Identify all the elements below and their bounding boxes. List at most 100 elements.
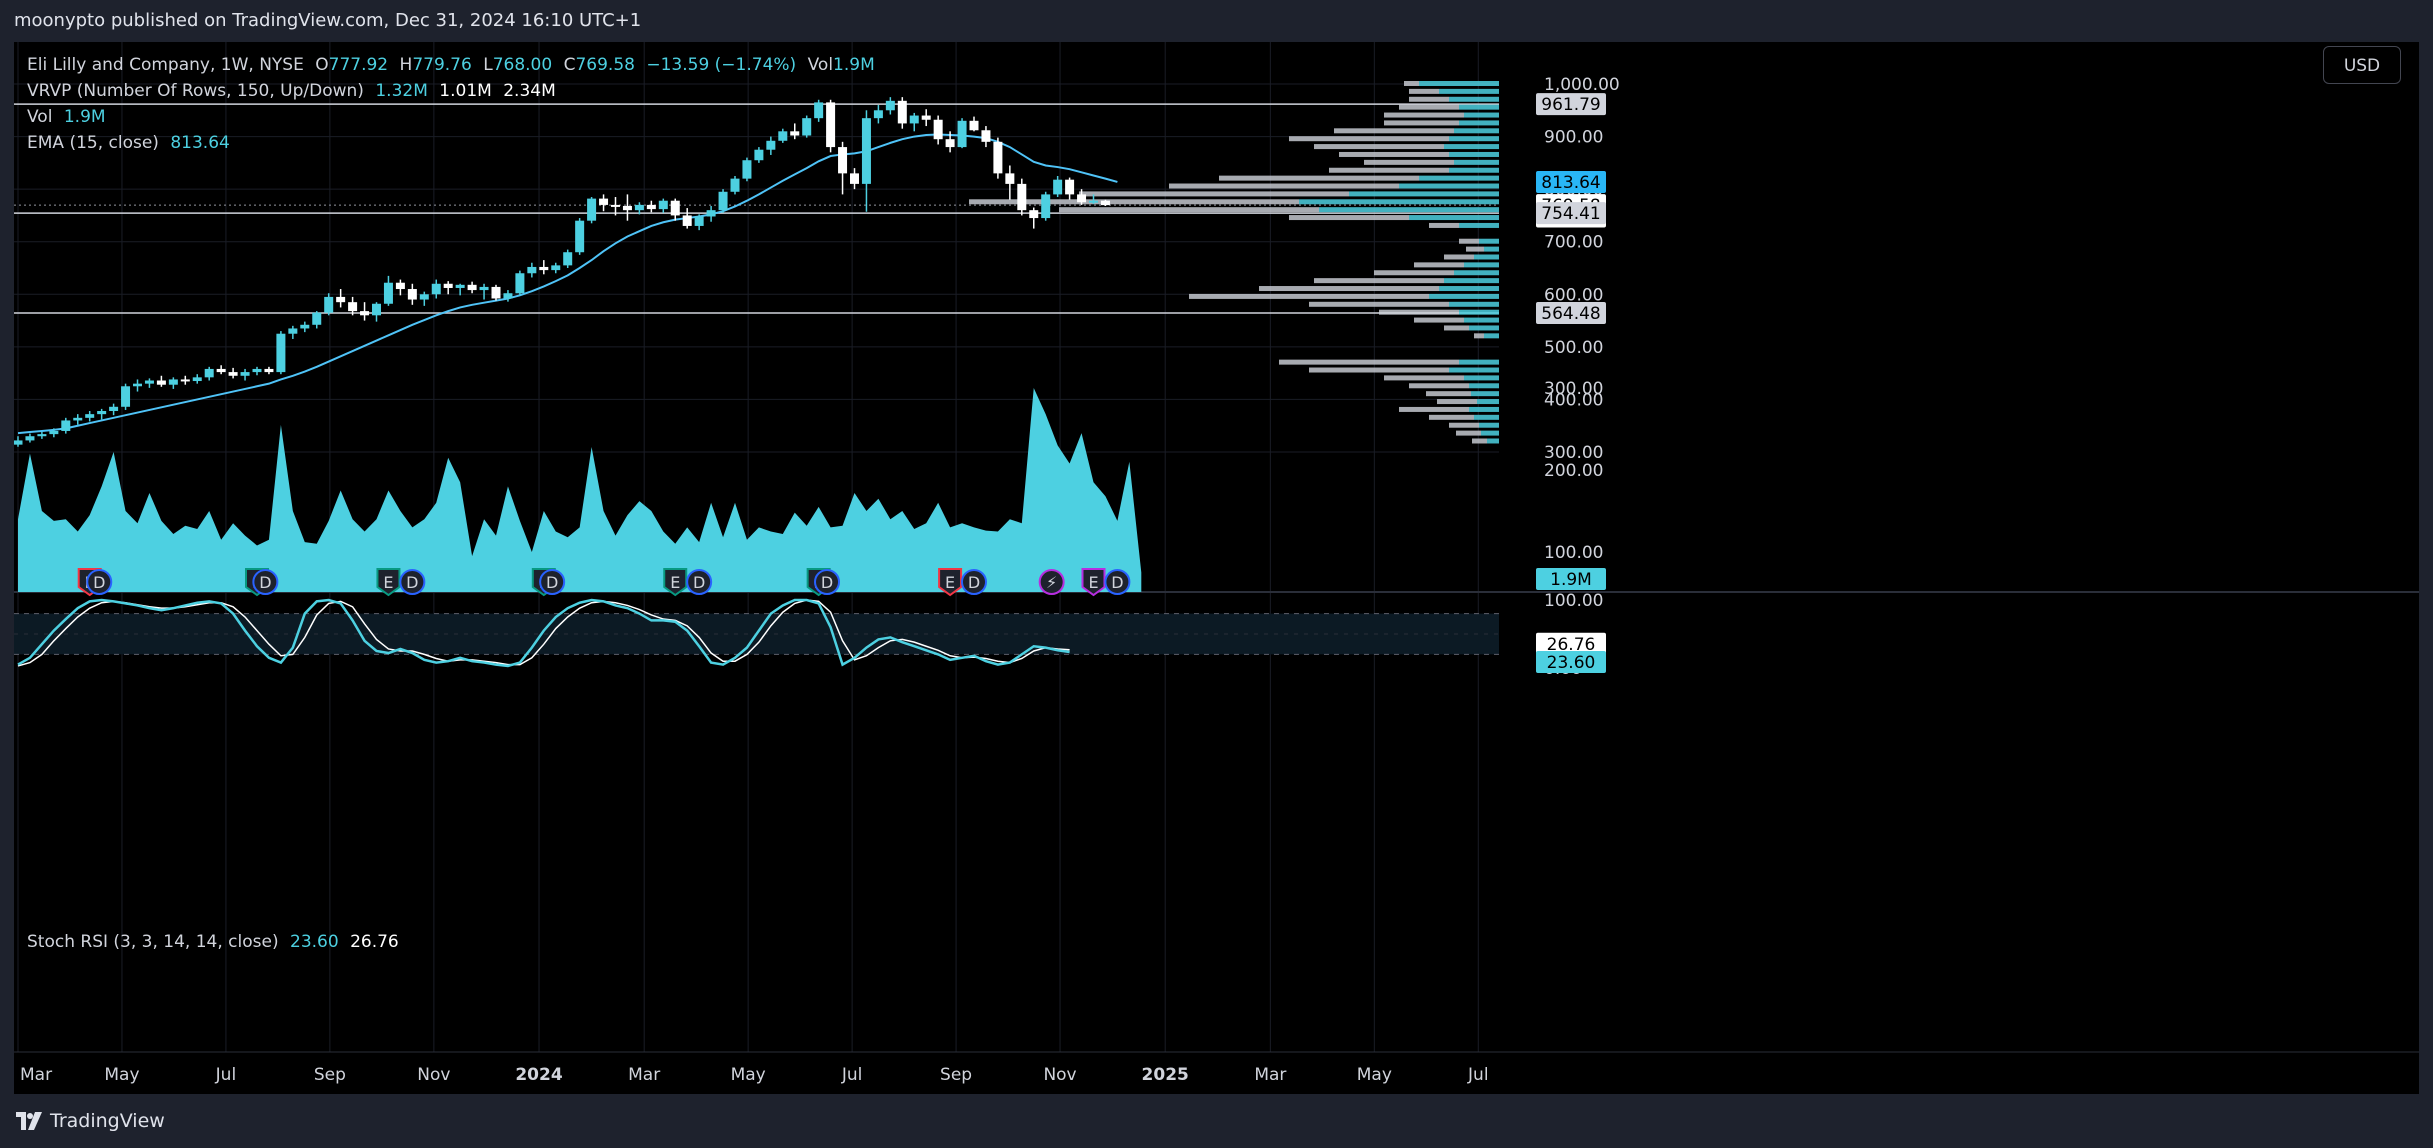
dividend-marker-icon[interactable]: D — [252, 569, 279, 595]
candle-body — [49, 430, 59, 435]
dividend-marker-icon[interactable]: D — [814, 569, 841, 595]
vol-label[interactable]: Vol — [27, 107, 53, 127]
volume-profile-up-bar — [1449, 136, 1499, 142]
volume-profile-up-bar — [1449, 96, 1499, 102]
stoch-tag-label: 23.60 — [1547, 653, 1596, 673]
volume-profile-up-bar — [1459, 309, 1499, 315]
candle-body — [1089, 200, 1098, 203]
dividend-marker-icon[interactable]: D — [539, 569, 566, 595]
stoch-k-tag: 23.60 — [1536, 650, 1606, 673]
volume-profile-up-bar — [1474, 254, 1499, 260]
marker-label: E — [670, 573, 680, 592]
currency-button[interactable]: USD — [2323, 46, 2401, 84]
symbol-name[interactable]: Eli Lilly and Company, 1W, NYSE — [27, 55, 304, 75]
candle-body — [921, 115, 931, 120]
candle-body — [563, 252, 573, 266]
stoch-rsi-label[interactable]: Stoch RSI (3, 3, 14, 14, close) — [27, 932, 279, 952]
volume-profile — [969, 81, 1499, 444]
stoch-k-value: 23.60 — [290, 932, 339, 952]
volume-profile-up-bar — [1454, 159, 1499, 165]
candle-body — [240, 372, 250, 376]
candle-body — [324, 296, 334, 313]
dividend-marker-icon[interactable]: D — [686, 569, 713, 595]
volume-profile-down-bar — [1329, 167, 1449, 173]
volume-profile-down-bar — [1279, 359, 1459, 365]
tradingview-logo[interactable]: TradingView — [16, 1110, 165, 1132]
volume-profile-down-bar — [1426, 391, 1471, 397]
candle-body — [802, 118, 812, 136]
volume-profile-up-bar — [1479, 422, 1499, 428]
candle-body — [168, 379, 178, 385]
volume-area — [18, 388, 1142, 592]
marker-label: D — [968, 573, 980, 592]
volume-profile-up-bar — [1474, 414, 1499, 420]
candle-body — [527, 266, 537, 274]
price-tag: 564.48 — [1536, 301, 1606, 324]
time-axis-tick-label: Mar — [1254, 1065, 1286, 1085]
earnings-marker-icon[interactable]: E — [376, 568, 401, 597]
symbol-legend-row[interactable]: Eli Lilly and Company, 1W, NYSE O777.92 … — [27, 52, 881, 78]
candle-body — [1065, 179, 1075, 195]
candle-body — [826, 102, 836, 148]
candle-body — [575, 220, 585, 253]
volume-axis-tick-label: 200.00 — [1544, 461, 1603, 481]
price-axis[interactable]: 300.00400.00500.00600.00700.00800.00900.… — [1544, 75, 1620, 679]
chart-area[interactable]: EDEDEDEDEDEDED⚡ED300.00400.00500.00600.0… — [14, 42, 2419, 1094]
volume-profile-down-bar — [1466, 246, 1484, 252]
vrvp-label[interactable]: VRVP (Number Of Rows, 150, Up/Down) — [27, 81, 364, 101]
ema-label[interactable]: EMA (15, close) — [27, 133, 159, 153]
time-axis-tick-label: 2025 — [1142, 1065, 1189, 1085]
volume-profile-down-bar — [1259, 286, 1439, 292]
candle-body — [431, 283, 441, 295]
vrvp-legend-row[interactable]: VRVP (Number Of Rows, 150, Up/Down) 1.32… — [27, 78, 881, 104]
candle-body — [312, 312, 322, 325]
candle-body — [515, 273, 525, 294]
time-axis-tick-label: Sep — [940, 1065, 972, 1085]
dividend-marker-icon[interactable]: D — [961, 569, 987, 595]
volume-profile-up-bar — [1459, 359, 1499, 365]
stoch-d-tag: 26.76 — [1536, 632, 1606, 655]
candle-body — [730, 178, 740, 192]
volume-profile-down-bar — [1414, 262, 1464, 268]
footer: TradingView — [0, 1094, 2433, 1148]
price-axis-tick-label: 1,000.00 — [1544, 75, 1620, 95]
volume-profile-up-bar — [1459, 222, 1499, 228]
candle-body — [1077, 194, 1087, 203]
candle-body — [933, 119, 943, 140]
time-axis-tick-label: Mar — [20, 1065, 52, 1085]
chart-canvas[interactable]: EDEDEDEDEDEDED⚡ED300.00400.00500.00600.0… — [14, 42, 2419, 1094]
earnings-marker-shape — [938, 568, 963, 597]
candle-body — [372, 303, 381, 316]
marker-label: D — [259, 573, 271, 592]
stoch-d-line — [17, 599, 1070, 667]
candle-body — [156, 380, 166, 385]
volume-profile-up-bar — [1439, 286, 1499, 292]
marker-label: D — [406, 573, 418, 592]
earnings-marker-icon[interactable]: E — [1081, 568, 1106, 597]
marker-circle — [686, 569, 713, 595]
candle-body — [336, 296, 346, 303]
dividend-marker-icon[interactable]: D — [1104, 569, 1131, 595]
dividend-marker-icon[interactable]: D — [86, 569, 113, 595]
time-axis-tick-label: May — [731, 1065, 766, 1085]
candle-body — [909, 115, 919, 124]
candle-body — [479, 286, 489, 291]
earnings-marker-shape — [376, 568, 401, 597]
time-axis-tick-label: Sep — [314, 1065, 346, 1085]
candle-body — [73, 417, 83, 421]
legend-volume: Vol1.9M — [807, 55, 875, 75]
earnings-marker-icon[interactable]: E — [663, 568, 688, 597]
candle-body — [873, 110, 883, 119]
time-axis-tick-label: May — [104, 1065, 139, 1085]
volume-profile-up-bar — [1464, 262, 1499, 268]
volume-legend-row[interactable]: Vol 1.9M — [27, 104, 881, 130]
candle-body — [252, 368, 262, 373]
tradingview-brand: TradingView — [50, 1110, 165, 1132]
dividend-marker-icon[interactable]: D — [399, 569, 426, 595]
stoch-rsi-legend[interactable]: Stoch RSI (3, 3, 14, 14, close) 23.60 26… — [27, 932, 405, 952]
time-axis[interactable]: Mar May Jul Sep Nov 2024 Mar May Jul Sep Nov 2025 Ma… — [20, 1065, 1489, 1085]
ema-legend-row[interactable]: EMA (15, close) 813.64 — [27, 130, 881, 156]
split-marker-icon[interactable]: ⚡ — [1038, 569, 1065, 595]
earnings-marker-icon[interactable]: E — [938, 568, 963, 597]
marker-circle — [1038, 569, 1065, 595]
